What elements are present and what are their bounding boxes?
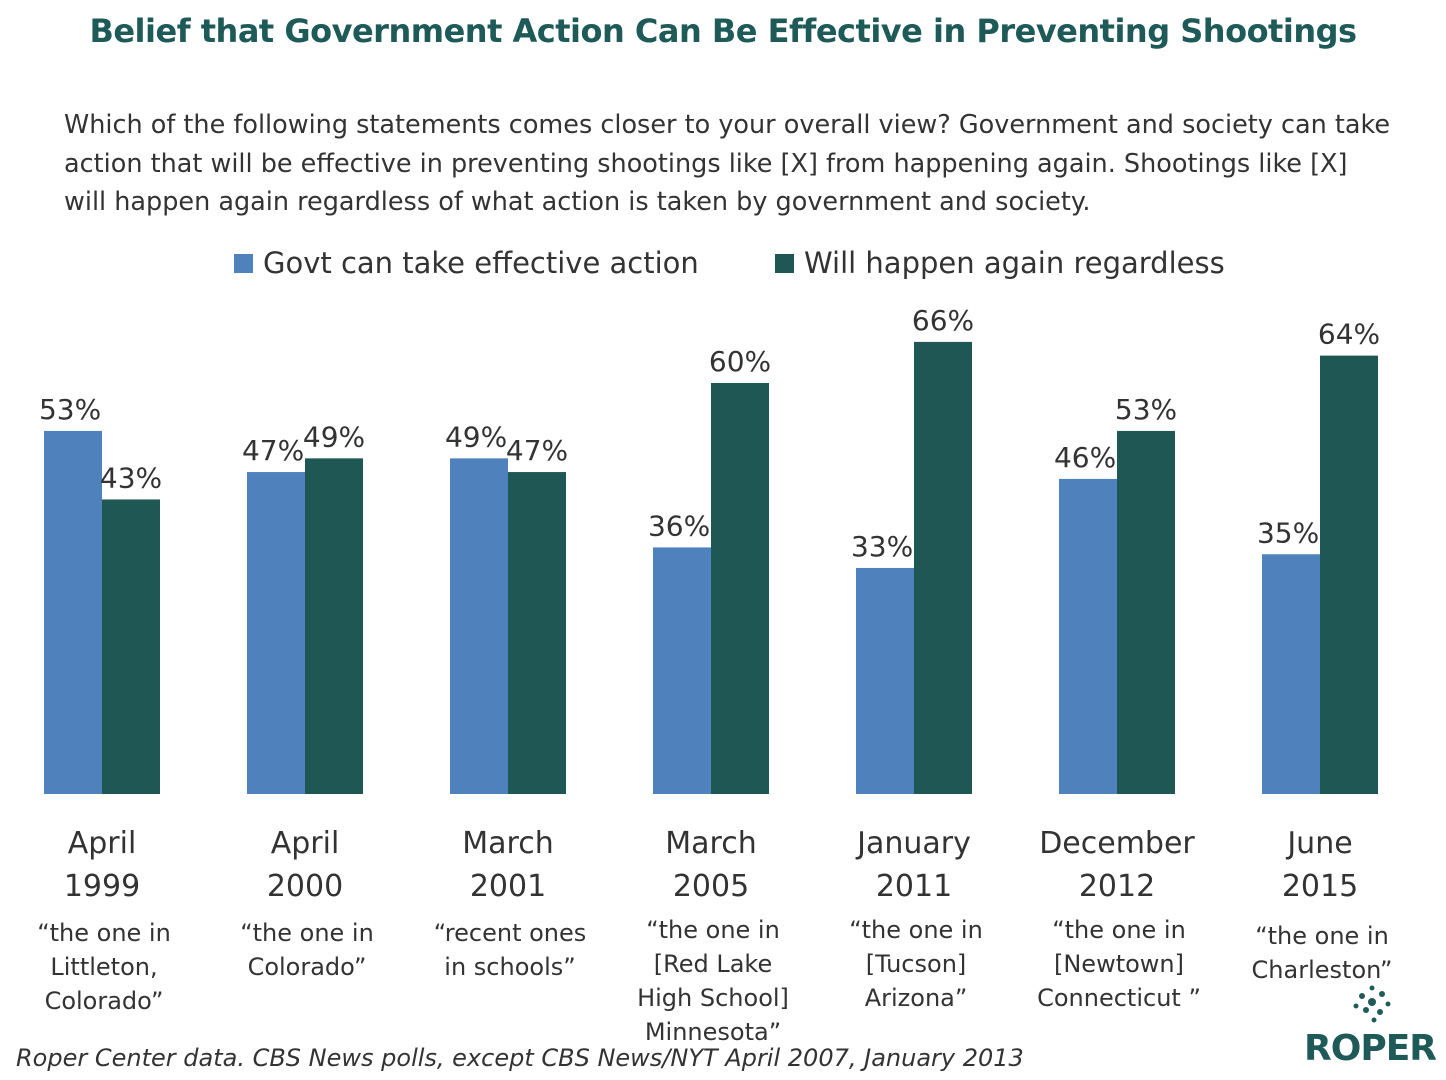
category-note-0-0: “the one in — [37, 919, 171, 947]
bar-regardless-0 — [102, 499, 160, 794]
category-note-3-0: “the one in — [646, 916, 780, 944]
data-label-govt-6: 35% — [1257, 516, 1319, 549]
category-label-1-1: 2000 — [267, 869, 343, 904]
legend-swatch-govt — [234, 253, 253, 273]
bar-regardless-1 — [305, 458, 363, 794]
category-note-1-1: Colorado” — [248, 953, 367, 981]
category-note-3-2: High School] — [637, 984, 789, 1012]
category-label-0-0: April — [68, 826, 137, 861]
data-label-govt-1: 47% — [242, 434, 304, 467]
chart-title: Belief that Government Action Can Be Eff… — [89, 12, 1357, 50]
category-note-5-2: Connecticut ” — [1037, 984, 1201, 1012]
legend: Govt can take effective action Will happ… — [0, 246, 1446, 290]
roper-logo: ROPER — [1300, 980, 1440, 1072]
bar-regardless-5 — [1117, 430, 1175, 794]
category-label-2-1: 2001 — [470, 869, 546, 904]
category-label-0-1: 1999 — [64, 869, 140, 904]
legend-label-regardless: Will happen again regardless — [804, 246, 1225, 280]
category-note-4-0: “the one in — [849, 916, 983, 944]
roper-logo-text: ROPER — [1304, 1028, 1437, 1069]
data-label-regardless-0: 43% — [100, 461, 162, 494]
data-label-regardless-2: 47% — [506, 434, 568, 467]
category-note-4-2: Arizona” — [865, 984, 968, 1012]
data-label-regardless-1: 49% — [303, 420, 365, 453]
category-note-5-0: “the one in — [1052, 916, 1186, 944]
data-label-regardless-3: 60% — [709, 345, 771, 378]
category-label-5-0: December — [1039, 826, 1195, 861]
bar-govt-2 — [450, 458, 508, 794]
category-label-3-0: March — [665, 826, 756, 861]
category-note-6-1: Charleston” — [1252, 956, 1393, 984]
data-label-regardless-4: 66% — [912, 304, 974, 337]
roper-logo-mark-icon — [1353, 985, 1391, 1023]
bar-regardless-3 — [711, 383, 769, 794]
category-label-1-0: April — [271, 826, 340, 861]
data-label-regardless-6: 64% — [1318, 318, 1380, 351]
legend-label-govt: Govt can take effective action — [263, 246, 699, 280]
source-footnote: Roper Center data. CBS News polls, excep… — [16, 1044, 1024, 1072]
category-label-3-1: 2005 — [673, 869, 749, 904]
legend-swatch-regardless — [775, 253, 794, 273]
bar-regardless-2 — [508, 472, 566, 794]
bar-govt-5 — [1059, 478, 1117, 794]
bar-govt-4 — [856, 567, 914, 794]
category-label-5-1: 2012 — [1079, 869, 1155, 904]
category-note-6-0: “the one in — [1255, 922, 1389, 950]
bar-govt-1 — [247, 472, 305, 794]
category-note-2-0: “recent ones — [434, 919, 587, 947]
legend-item-govt: Govt can take effective action — [234, 246, 699, 280]
survey-question: Which of the following statements comes … — [64, 110, 1391, 217]
category-note-2-1: in schools” — [444, 953, 575, 981]
bar-govt-6 — [1262, 554, 1320, 794]
data-label-govt-2: 49% — [445, 420, 507, 453]
category-label-2-0: March — [462, 826, 553, 861]
category-note-4-1: [Tucson] — [866, 950, 967, 978]
category-note-3-3: Minnesota” — [645, 1018, 781, 1046]
legend-item-regardless: Will happen again regardless — [775, 246, 1225, 280]
data-label-govt-3: 36% — [648, 509, 710, 542]
bar-govt-3 — [653, 547, 711, 794]
category-label-4-1: 2011 — [876, 869, 952, 904]
category-note-3-1: [Red Lake — [654, 950, 772, 978]
category-label-6-1: 2015 — [1282, 869, 1358, 904]
data-label-regardless-5: 53% — [1115, 393, 1177, 426]
category-label-6-0: June — [1285, 826, 1352, 861]
category-note-0-1: Littleton, — [50, 953, 157, 981]
category-note-0-2: Colorado” — [45, 987, 164, 1015]
bar-regardless-4 — [914, 341, 972, 794]
category-note-1-0: “the one in — [240, 919, 374, 947]
data-label-govt-4: 33% — [851, 530, 913, 563]
bar-govt-0 — [44, 430, 102, 794]
data-label-govt-0: 53% — [39, 393, 101, 426]
category-note-5-1: [Newtown] — [1054, 950, 1184, 978]
category-label-4-0: January — [855, 826, 971, 861]
bar-regardless-6 — [1320, 355, 1378, 794]
data-label-govt-5: 46% — [1054, 441, 1116, 474]
